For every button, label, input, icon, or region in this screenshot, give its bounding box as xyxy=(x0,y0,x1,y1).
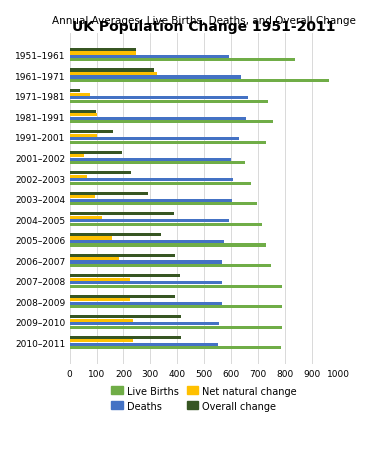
Bar xyxy=(70,76,241,79)
Title: UK Population Change 1951-2011: UK Population Change 1951-2011 xyxy=(72,20,336,34)
Bar xyxy=(70,93,89,96)
Bar xyxy=(70,97,247,100)
Bar xyxy=(70,237,112,240)
Bar xyxy=(70,340,132,342)
Bar xyxy=(70,118,246,120)
Bar xyxy=(70,203,257,206)
Bar xyxy=(70,323,219,325)
Bar xyxy=(70,49,136,52)
Legend: Live Births, Deaths, Net natural change, Overall change: Live Births, Deaths, Net natural change,… xyxy=(111,386,297,411)
Bar xyxy=(70,155,84,158)
Bar xyxy=(70,224,262,226)
Bar xyxy=(70,101,268,103)
Bar xyxy=(70,281,222,285)
Bar xyxy=(70,336,181,339)
Bar xyxy=(70,220,229,223)
Bar xyxy=(70,182,251,185)
Bar xyxy=(70,241,224,243)
Bar xyxy=(70,285,282,288)
Bar xyxy=(70,216,103,219)
Bar xyxy=(70,274,180,278)
Bar xyxy=(70,213,174,216)
Bar xyxy=(70,244,266,247)
Bar xyxy=(70,278,130,281)
Bar xyxy=(70,261,222,264)
Bar xyxy=(70,151,122,155)
Bar xyxy=(70,172,131,175)
Bar xyxy=(70,52,136,56)
Bar xyxy=(70,347,281,350)
Bar xyxy=(70,326,282,329)
Bar xyxy=(70,179,233,182)
Bar xyxy=(70,315,181,319)
Bar xyxy=(70,257,119,261)
Bar xyxy=(70,69,154,73)
Bar xyxy=(70,254,174,257)
Bar xyxy=(70,114,97,117)
Bar xyxy=(70,302,222,305)
Bar xyxy=(70,141,266,145)
Bar xyxy=(70,162,245,165)
Bar xyxy=(70,192,148,196)
Bar xyxy=(70,199,231,202)
Bar xyxy=(70,196,95,199)
Bar xyxy=(70,175,87,179)
Bar xyxy=(70,73,157,76)
Bar xyxy=(70,56,229,59)
Bar xyxy=(70,305,282,308)
Text: Annual Averages: Live Births, Deaths, and Overall Change: Annual Averages: Live Births, Deaths, an… xyxy=(52,16,356,26)
Bar xyxy=(70,131,113,134)
Bar xyxy=(70,110,96,113)
Bar xyxy=(70,80,328,83)
Bar xyxy=(70,295,175,298)
Bar xyxy=(70,234,161,236)
Bar xyxy=(70,59,295,62)
Bar xyxy=(70,264,271,268)
Bar xyxy=(70,90,80,93)
Bar xyxy=(70,121,273,124)
Bar xyxy=(70,319,132,322)
Bar xyxy=(70,134,97,137)
Bar xyxy=(70,298,130,302)
Bar xyxy=(70,138,239,141)
Bar xyxy=(70,343,218,346)
Bar xyxy=(70,158,231,162)
